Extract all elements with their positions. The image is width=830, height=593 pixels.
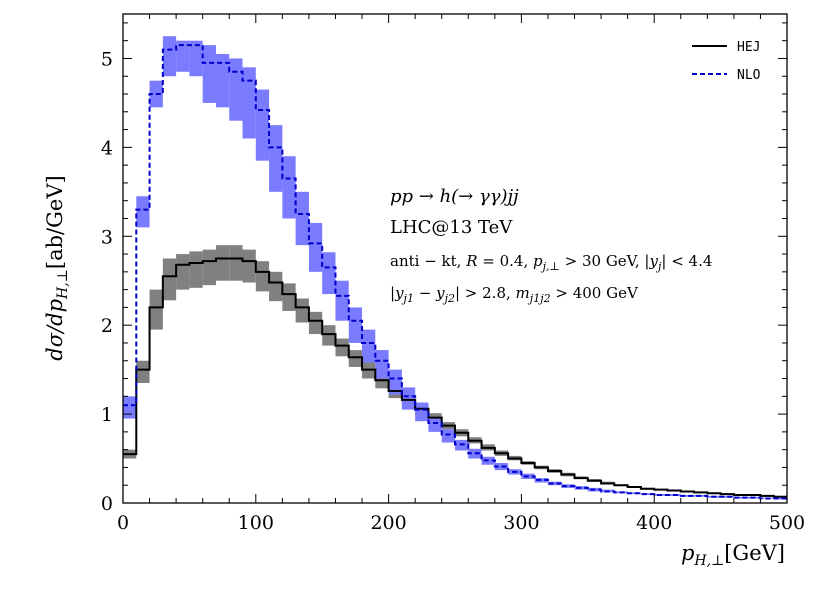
- x-tick-label: 100: [238, 512, 274, 534]
- nlo-band-bin: [627, 492, 641, 495]
- hej-band-bin: [149, 289, 163, 330]
- y-tick-label: 2: [101, 315, 113, 337]
- nlo-band-bin: [362, 329, 376, 363]
- nlo-band-bin: [242, 67, 256, 139]
- nlo-band-bin: [202, 45, 216, 103]
- legend-nlo-label: NLO: [737, 68, 761, 83]
- x-tick-label: 400: [636, 512, 672, 534]
- annotation-cuts-2: |yj1 − yj2| > 2.8, mj1j2 > 400 GeV: [390, 284, 639, 305]
- nlo-band-bin: [123, 396, 137, 419]
- nlo-band-bin: [574, 486, 588, 490]
- series-lines: [123, 44, 787, 500]
- nlo-band-bin: [680, 494, 695, 497]
- ticks: 0 100 200 300 400 500 0 1 2 3 4 5: [101, 14, 805, 534]
- hej-band-bin: [176, 254, 190, 290]
- hej-band-bin: [162, 258, 177, 301]
- annotation-process: pp → h(→ γγ)jj: [390, 186, 519, 207]
- hej-band-bin: [322, 325, 336, 346]
- hej-band-bin: [229, 245, 243, 281]
- nlo-band-bin: [720, 495, 734, 498]
- y-tick-label: 5: [101, 48, 113, 70]
- nlo-band-bin: [215, 54, 230, 108]
- nlo-band-bin: [348, 307, 363, 343]
- nlo-band-bin: [640, 493, 655, 495]
- nlo-band-bin: [162, 36, 177, 77]
- x-tick-label: 200: [370, 512, 406, 534]
- nlo-band-bin: [229, 58, 243, 121]
- hej-band-bin: [269, 271, 283, 302]
- nlo-band-bin: [308, 222, 323, 272]
- legend-hej-label: HEJ: [737, 40, 760, 55]
- hej-line: [123, 257, 787, 498]
- hej-band-bin: [348, 350, 363, 367]
- nlo-band-bin: [547, 481, 562, 486]
- nlo-band-bin: [415, 402, 429, 422]
- nlo-band-bin: [428, 416, 442, 432]
- nlo-band-bin: [335, 280, 349, 321]
- nlo-band-bin: [401, 387, 416, 410]
- nlo-band-bin: [733, 496, 748, 499]
- hej-band-bin: [295, 298, 309, 323]
- axes: [122, 13, 788, 504]
- nlo-band-bin: [189, 40, 203, 77]
- nlo-band-bin: [494, 462, 509, 471]
- y-tick-label: 4: [101, 137, 113, 159]
- nlo-band-bin: [773, 497, 787, 500]
- legend: HEJ NLO: [692, 40, 761, 83]
- plot-frame: [122, 13, 788, 504]
- x-axis-title: pH,⊥[GeV]: [681, 541, 785, 569]
- nlo-band-bin: [388, 369, 402, 395]
- annotation-cuts-1: anti − kt, R = 0.4, pj,⊥ > 30 GeV, |yj| …: [390, 252, 712, 273]
- x-tick-label: 300: [503, 512, 539, 534]
- nlo-line: [123, 44, 787, 500]
- hej-band-bin: [308, 311, 323, 335]
- nlo-band-bin: [375, 350, 389, 379]
- hej-band-bin: [242, 249, 256, 283]
- y-tick-label: 0: [101, 493, 113, 515]
- nlo-band-bin: [295, 191, 309, 246]
- x-tick-label: 0: [117, 512, 129, 534]
- nlo-band-bin: [322, 252, 336, 295]
- nlo-band-bin: [441, 429, 455, 443]
- nlo-band-bin: [136, 196, 150, 228]
- annotation-collider: LHC@13 TeV: [390, 217, 513, 238]
- nlo-band-bin: [282, 156, 296, 219]
- nlo-band-bin: [255, 89, 270, 161]
- nlo-band-bin: [534, 478, 548, 483]
- y-axis-title: dσ/dpH,⊥[ab/GeV]: [43, 175, 71, 360]
- y-tick-label: 3: [101, 226, 113, 248]
- hej-band-bin: [255, 261, 270, 292]
- nlo-band-bin: [176, 40, 190, 72]
- hej-band-bin: [335, 338, 349, 357]
- y-tick-label: 1: [101, 404, 113, 426]
- hej-band-bin: [189, 251, 203, 288]
- x-tick-label: 500: [769, 512, 805, 534]
- nlo-band-bin: [269, 125, 283, 192]
- annotations: pp → h(→ γγ)jj LHC@13 TeV anti − kt, R =…: [390, 186, 712, 305]
- hej-band-bin: [202, 249, 216, 286]
- hej-band-bin: [282, 283, 296, 311]
- hej-band-bin: [136, 360, 150, 383]
- nlo-band-bin: [561, 484, 575, 488]
- hej-band-bin: [215, 245, 230, 281]
